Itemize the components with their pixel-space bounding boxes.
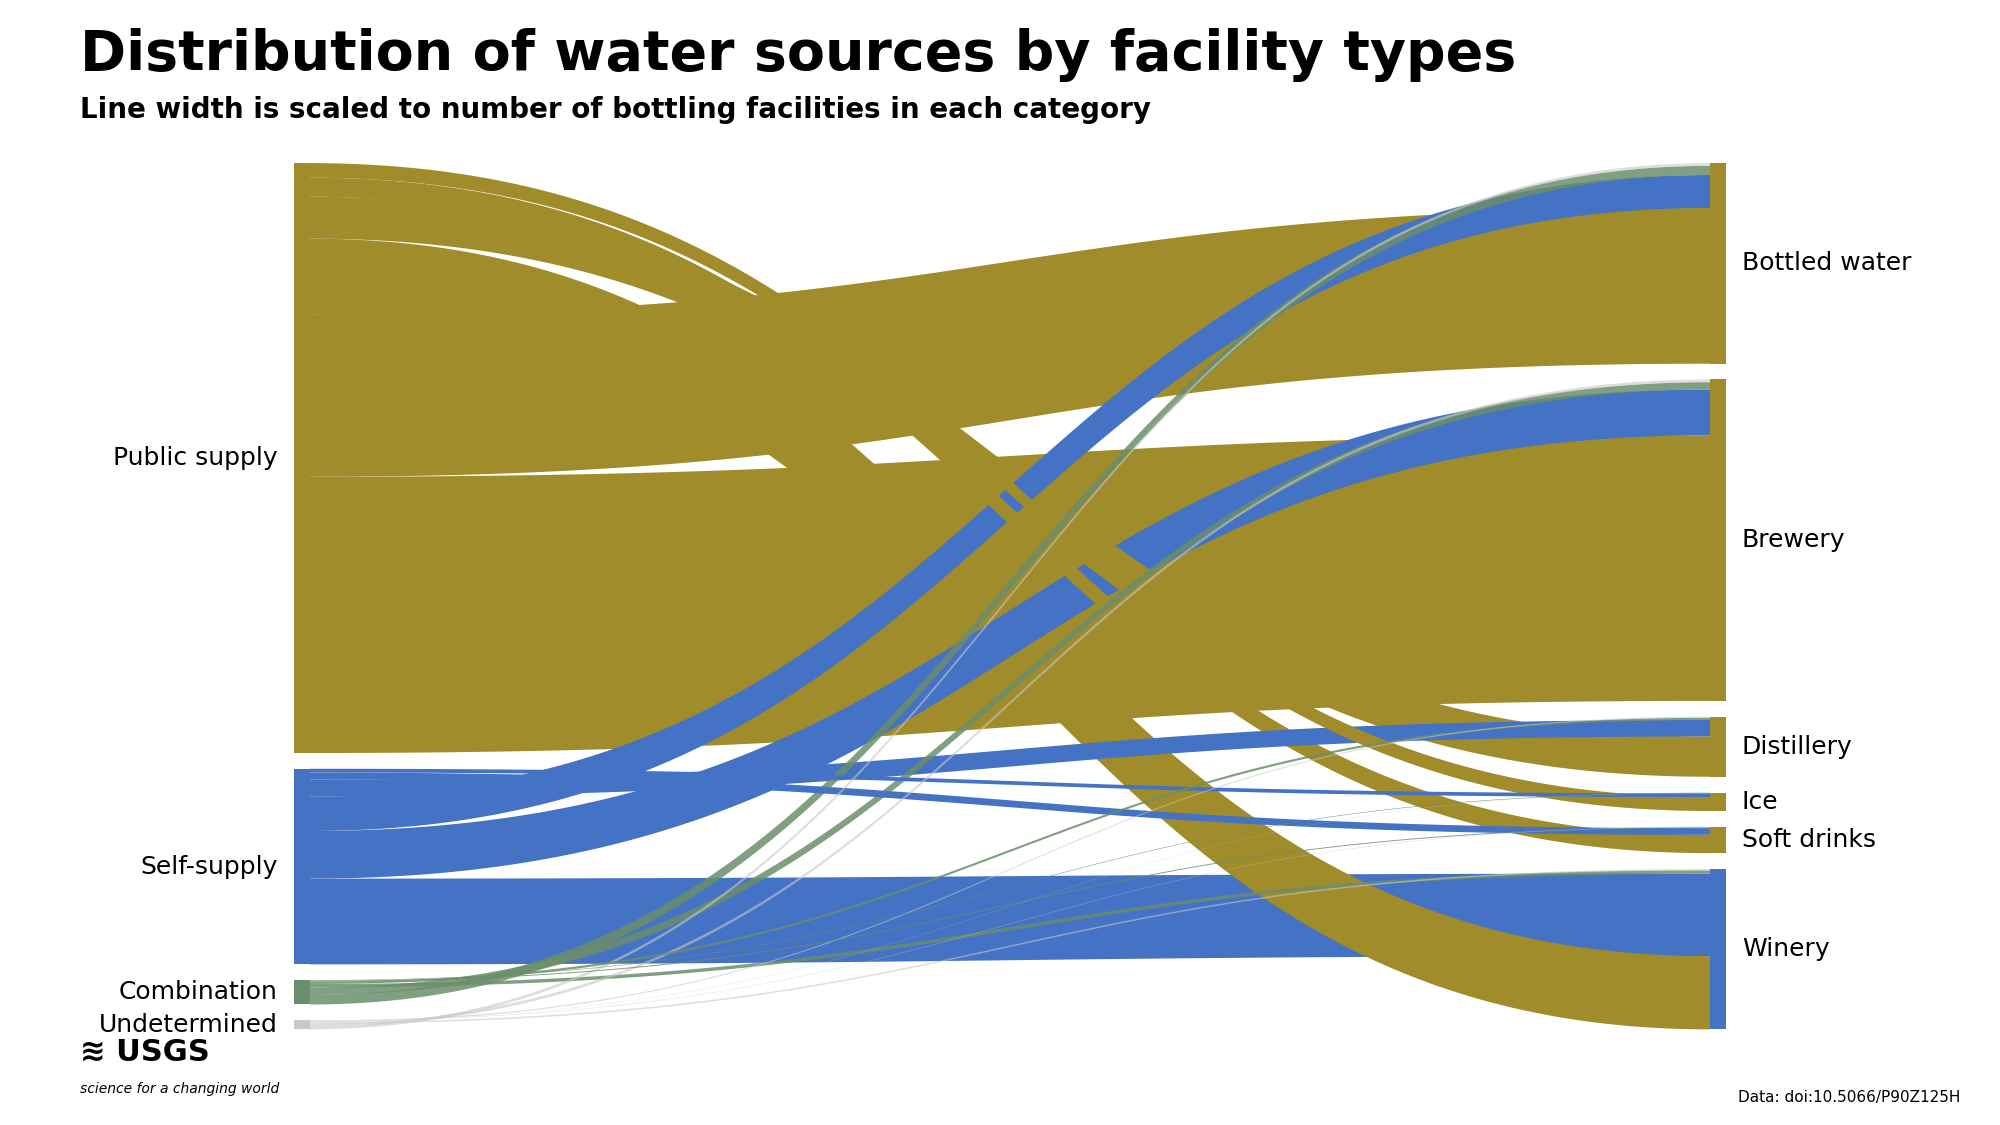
Bar <box>1710 792 1726 811</box>
Bar <box>294 980 310 1005</box>
Polygon shape <box>310 208 1710 477</box>
Polygon shape <box>310 238 1710 1029</box>
Text: Distillery: Distillery <box>1742 735 1852 758</box>
Text: Line width is scaled to number of bottling facilities in each category: Line width is scaled to number of bottli… <box>80 96 1152 124</box>
Polygon shape <box>310 874 1710 964</box>
Polygon shape <box>310 871 1710 988</box>
Text: science for a changing world: science for a changing world <box>80 1082 280 1096</box>
Polygon shape <box>310 389 1710 879</box>
Text: Undetermined: Undetermined <box>100 1012 278 1037</box>
Polygon shape <box>310 793 1710 981</box>
Polygon shape <box>310 792 1710 1020</box>
Text: Soft drinks: Soft drinks <box>1742 828 1876 852</box>
Polygon shape <box>310 827 1710 982</box>
Bar <box>1710 868 1726 1029</box>
Polygon shape <box>310 718 1710 984</box>
Bar <box>1710 379 1726 701</box>
Polygon shape <box>310 163 1710 1029</box>
Bar <box>294 768 310 964</box>
Text: Self-supply: Self-supply <box>140 855 278 879</box>
Polygon shape <box>310 768 1710 796</box>
Text: Combination: Combination <box>120 980 278 1005</box>
Polygon shape <box>310 827 1710 1022</box>
Polygon shape <box>310 379 1710 1026</box>
Polygon shape <box>310 176 1710 831</box>
Polygon shape <box>310 773 1710 835</box>
Polygon shape <box>310 720 1710 796</box>
Bar <box>294 1020 310 1029</box>
Text: Data: doi:10.5066/P90Z125H: Data: doi:10.5066/P90Z125H <box>1738 1090 1960 1105</box>
Polygon shape <box>310 868 1710 1024</box>
Text: Brewery: Brewery <box>1742 528 1846 552</box>
Text: ≋ USGS: ≋ USGS <box>80 1037 210 1066</box>
Polygon shape <box>310 165 1710 1005</box>
Text: Ice: Ice <box>1742 790 1778 813</box>
Text: Public supply: Public supply <box>114 447 278 470</box>
Bar <box>1710 827 1726 853</box>
Text: Winery: Winery <box>1742 937 1830 961</box>
Polygon shape <box>310 435 1710 753</box>
Polygon shape <box>310 717 1710 1023</box>
Bar <box>1710 163 1726 363</box>
Text: Distribution of water sources by facility types: Distribution of water sources by facilit… <box>80 28 1516 82</box>
Polygon shape <box>310 197 1710 776</box>
Bar <box>294 163 310 753</box>
Polygon shape <box>310 178 1710 853</box>
Bar <box>1710 717 1726 776</box>
Polygon shape <box>310 382 1710 994</box>
Text: Bottled water: Bottled water <box>1742 251 1912 276</box>
Polygon shape <box>310 163 1710 811</box>
